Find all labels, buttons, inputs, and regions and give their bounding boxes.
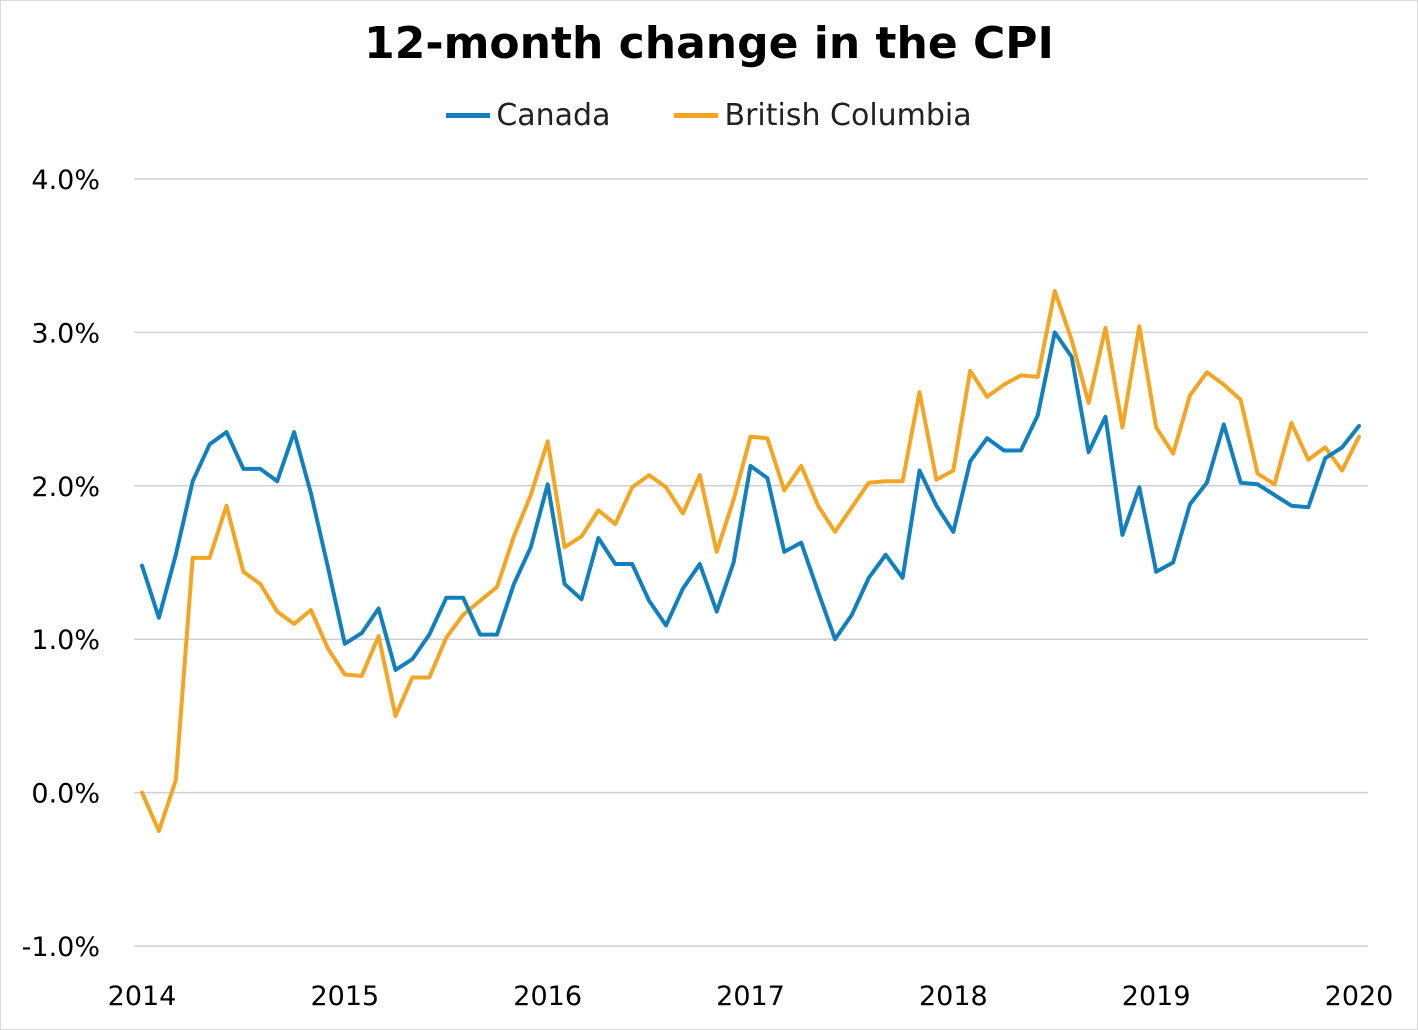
x-tick-label: 2014 [108,981,177,1012]
y-tick-label: 1.0% [31,625,100,656]
y-tick-label: 0.0% [31,779,100,810]
y-tick-label: 2.0% [31,472,100,503]
legend-item-canada: Canada [446,98,610,133]
legend-label-bc: British Columbia [724,98,972,133]
x-tick-label: 2018 [919,981,988,1012]
chart-title: 12-month change in the CPI [364,18,1054,69]
chart-legend: Canada British Columbia [0,98,1418,133]
legend-item-bc: British Columbia [674,98,972,133]
series-line-british-columbia [140,289,1361,833]
y-tick-label: 4.0% [31,165,100,196]
x-tick-label: 2016 [513,981,582,1012]
y-axis-ticks: -1.0% 0.0% 1.0% 2.0% 3.0% 4.0% [22,165,100,963]
x-tick-label: 2017 [716,981,785,1012]
grid-layer [134,178,1368,947]
x-tick-label: 2020 [1325,981,1394,1012]
series-layer [140,289,1361,833]
x-tick-label: 2019 [1122,981,1191,1012]
x-tick-label: 2015 [310,981,379,1012]
y-tick-label: -1.0% [22,932,100,963]
legend-swatch-bc [674,113,719,118]
series-line-canada [140,330,1361,672]
x-axis-ticks: 2014 2015 2016 2017 2018 2019 2020 [108,981,1394,1012]
legend-swatch-canada [446,113,491,118]
y-tick-label: 3.0% [31,318,100,349]
legend-label-canada: Canada [496,98,611,133]
